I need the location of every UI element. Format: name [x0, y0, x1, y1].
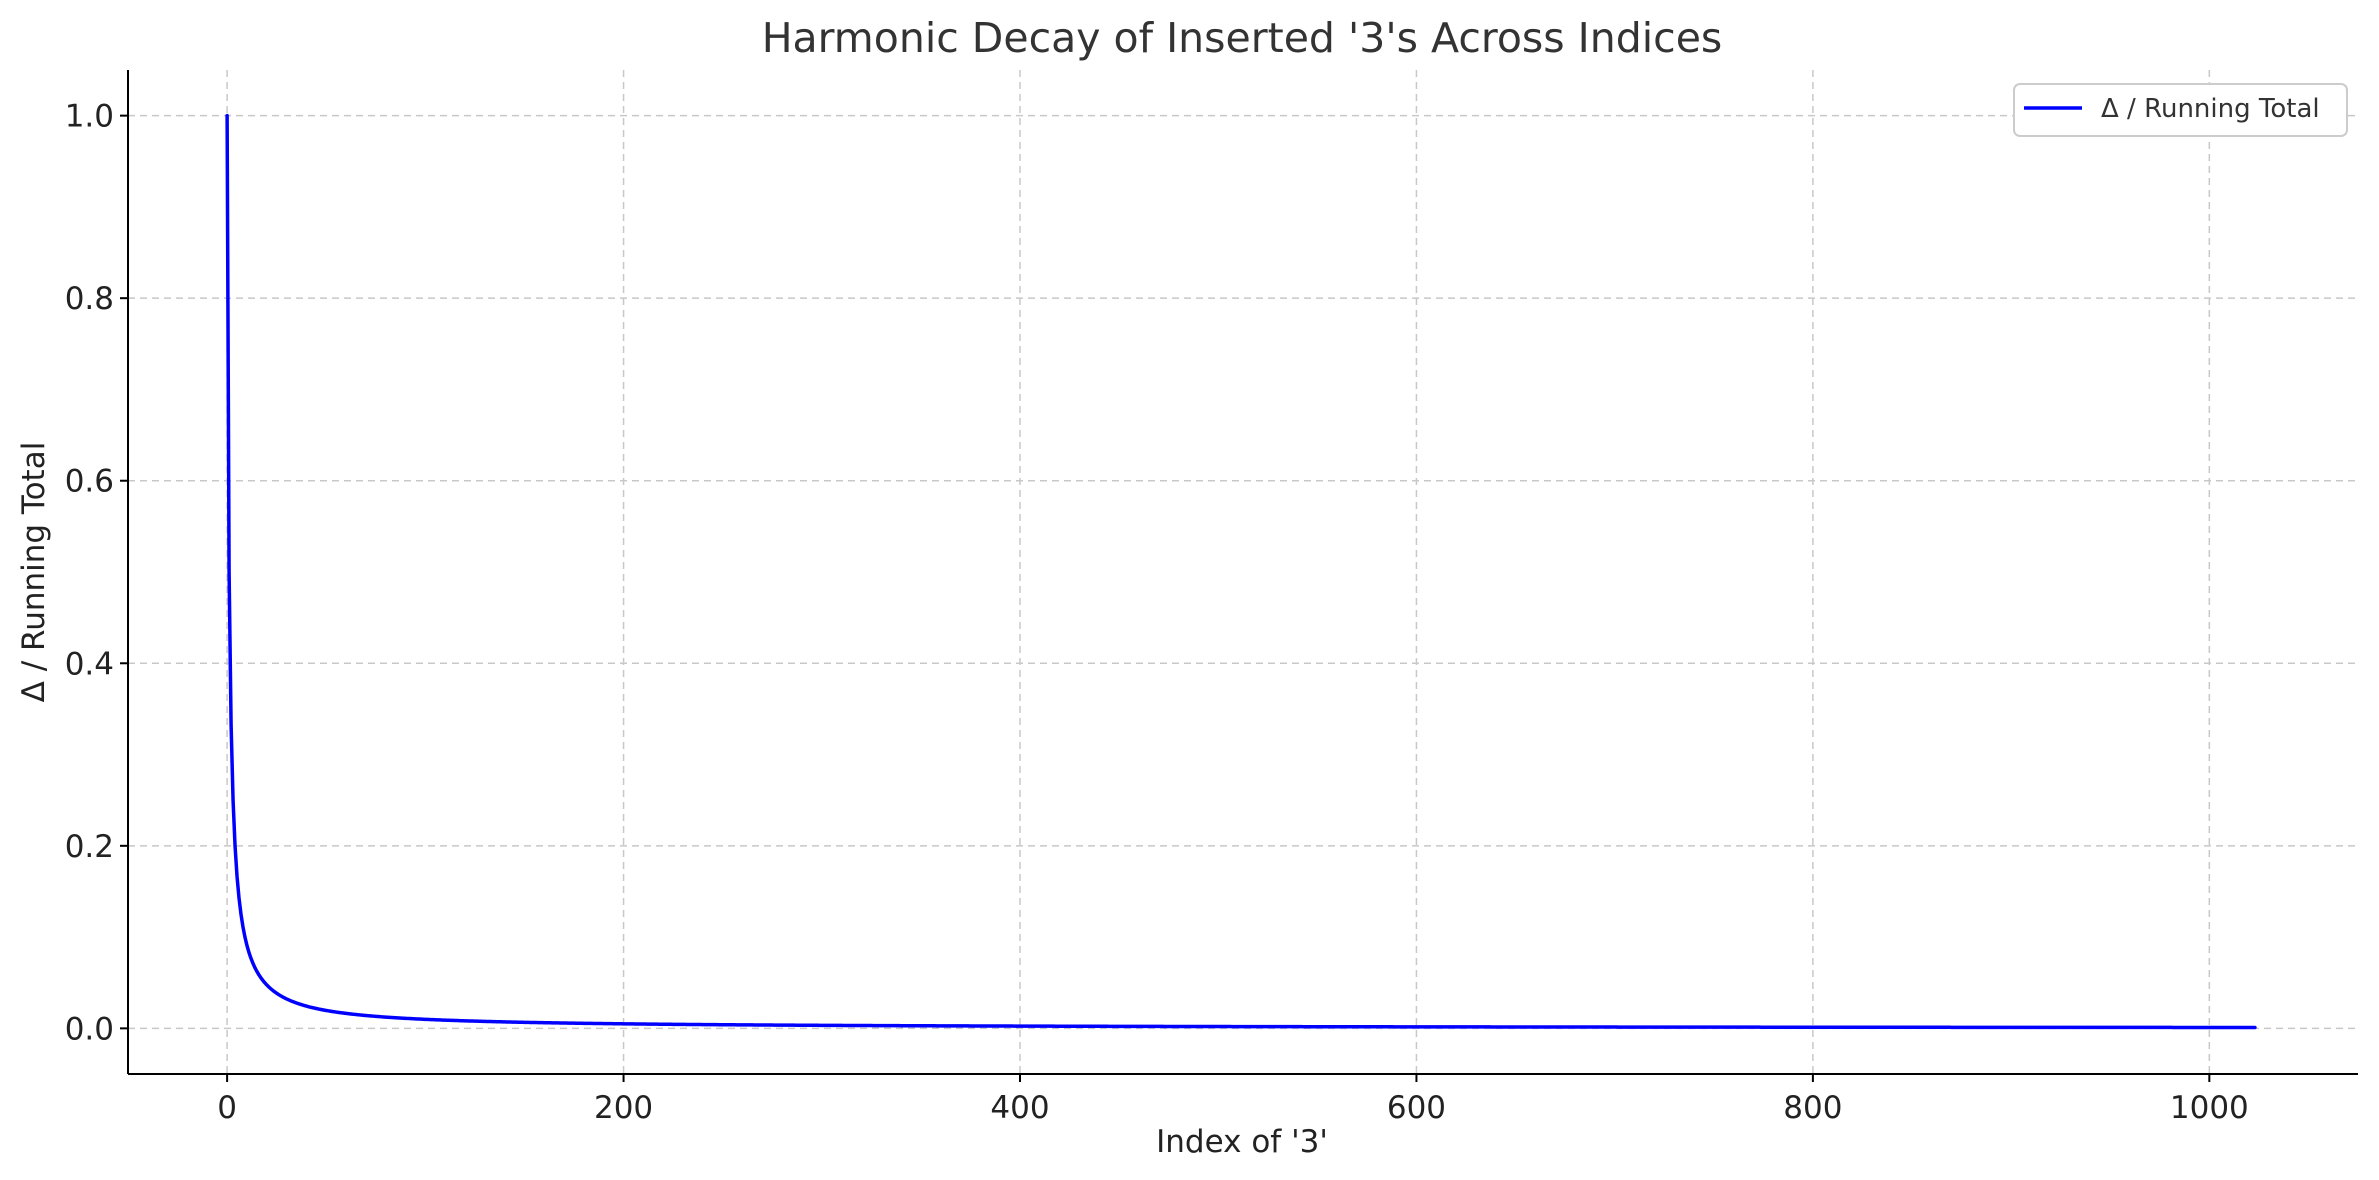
y-tick-label: 0.6: [65, 464, 114, 500]
y-tick-label: 0.2: [65, 829, 114, 865]
y-tick-label: 0.4: [65, 646, 114, 682]
y-tick-label: 0.0: [65, 1011, 114, 1047]
x-axis-ticks: 0 200 400 600 800 1000: [217, 1074, 2249, 1126]
legend-box: [2013, 83, 2348, 137]
y-tick-label: 1.0: [65, 99, 114, 135]
grid: [128, 70, 2358, 1074]
x-axis-label: Index of '3': [1156, 1124, 1328, 1160]
x-tick-label: 1000: [2170, 1090, 2249, 1126]
x-tick-label: 400: [990, 1090, 1049, 1126]
x-tick-label: 600: [1387, 1090, 1446, 1126]
legend: Δ / Running Total: [2013, 83, 2348, 137]
y-tick-label: 0.8: [65, 281, 114, 317]
x-tick-label: 800: [1783, 1090, 1842, 1126]
legend-label: Δ / Running Total: [2101, 94, 2320, 124]
series-line: [225, 113, 2257, 1030]
x-tick-label: 200: [594, 1090, 653, 1126]
y-axis-label: Δ / Running Total: [16, 442, 52, 703]
y-axis-ticks: 0.0 0.2 0.4 0.6 0.8 1.0: [65, 99, 128, 1047]
x-tick-label: 0: [217, 1090, 237, 1126]
chart-title: Harmonic Decay of Inserted '3's Across I…: [762, 14, 1723, 62]
